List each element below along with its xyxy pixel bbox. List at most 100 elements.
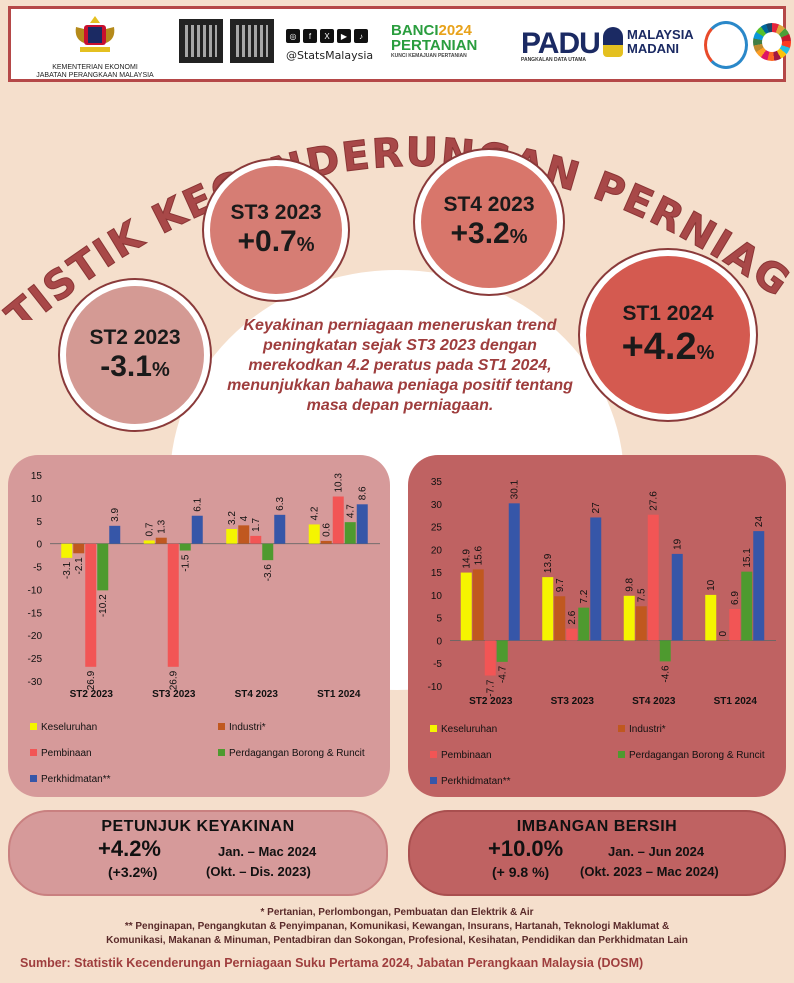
category-label: ST4 2023	[235, 689, 279, 700]
data-label: -3.1	[62, 561, 73, 579]
legend-swatch-perdagangan	[218, 749, 225, 756]
data-label: 4	[239, 515, 250, 521]
qr-code-icon	[230, 19, 274, 63]
bubble-value: +3.2%	[450, 217, 528, 250]
bar-pembinaan	[167, 543, 179, 667]
legend-swatch-perkhidmatan	[430, 777, 437, 784]
legend-swatch-perdagangan	[618, 751, 625, 758]
y-tick-label: 15	[31, 471, 43, 482]
bar-perkhidmatan	[508, 503, 520, 641]
y-tick-label: 10	[431, 591, 443, 602]
bubble-value: +4.2%	[621, 325, 715, 368]
y-tick-label: -10	[428, 682, 443, 693]
bar-perdagangan	[97, 543, 109, 591]
y-tick-label: 5	[436, 614, 442, 625]
bubble-value: -3.1%	[100, 350, 170, 383]
youtube-icon[interactable]: ▶	[337, 29, 351, 43]
data-label: 13.9	[543, 553, 554, 573]
bar-pembinaan	[332, 496, 344, 544]
bar-perdagangan	[741, 571, 753, 641]
summary-net-balance: IMBANGAN BERSIH +10.0% (+ 9.8 %) Jan. – …	[408, 810, 786, 896]
bubble-st3-2023: ST3 2023 +0.7%	[204, 160, 348, 300]
legend-label-pembinaan: Pembinaan	[441, 750, 492, 761]
tiktok-icon[interactable]: ♪	[354, 29, 368, 43]
y-tick-label: 0	[36, 540, 42, 551]
bar-keseluruhan	[308, 524, 320, 544]
data-label: 0.7	[145, 522, 156, 536]
confidence-index-chart: 15 10 5 0 -5 -10 -15 -20 -25 -30 -3.1 -2.1 26.9 -10.2…	[28, 471, 380, 785]
data-label: 27.6	[649, 491, 660, 511]
bar-perkhidmatan	[191, 515, 203, 544]
data-label: 1.7	[251, 518, 262, 532]
bar-pembinaan	[647, 514, 659, 641]
banci-year: 2024	[438, 22, 472, 39]
bar-perdagangan	[578, 607, 590, 641]
footnote-perkhidmatan-1: ** Penginapan, Pengangkutan & Penyimpana…	[124, 921, 670, 932]
y-tick-label: 0	[436, 636, 442, 647]
category-label: ST2 2023	[469, 696, 513, 707]
bar-keseluruhan	[143, 540, 155, 544]
data-label: 26.9	[169, 670, 180, 690]
legend-label-perkhidmatan: Perkhidmatan**	[41, 774, 111, 785]
category-label: ST1 2024	[317, 689, 361, 700]
data-label: 6.1	[193, 497, 204, 511]
social-handle: @StatsMalaysia	[286, 49, 374, 62]
madani-line1: MALAYSIA	[627, 27, 694, 42]
data-label: 4.7	[346, 504, 357, 518]
legend-swatch-industri	[218, 723, 225, 730]
legend-swatch-keseluruhan	[430, 725, 437, 732]
bubble-st2-2023: ST2 2023 -3.1%	[60, 280, 210, 430]
legend-label-perdagangan: Perdagangan Borong & Runcit	[629, 750, 765, 761]
bubble-quarter: ST4 2023	[443, 193, 535, 216]
dosm-logo: KEMENTERIAN EKONOMI JABATAN PERANGKAAN M…	[25, 13, 165, 80]
bar-industri	[320, 540, 332, 544]
padu-tagline: PANGKALAN DATA UTAMA	[521, 57, 586, 63]
x-icon[interactable]: X	[320, 29, 334, 43]
bar-industri	[73, 543, 85, 554]
y-tick-label: -25	[28, 654, 43, 665]
legend-label-perdagangan: Perdagangan Borong & Runcit	[229, 748, 365, 759]
bubble-value: +0.7%	[237, 225, 315, 258]
malaysia-madani-logo: MALAYSIA MADANI	[603, 27, 694, 57]
y-tick-label: -5	[433, 659, 442, 670]
data-label: -3.6	[263, 564, 274, 582]
bar-perdagangan	[262, 543, 274, 561]
bubble-st1-2024: ST1 2024 +4.2%	[580, 250, 756, 420]
y-tick-label: 30	[431, 500, 443, 511]
summary-confidence-index: PETUNJUK KEYAKINAN +4.2% (+3.2%) Jan. – …	[8, 810, 388, 896]
data-label: 1.3	[157, 519, 168, 533]
facebook-icon[interactable]: f	[303, 29, 317, 43]
data-label: 8.6	[358, 486, 369, 500]
banci-pertanian-logo: BANCI2024 PERTANIAN KUNCI KEMAJUAN PERTA…	[391, 23, 477, 60]
bar-pembinaan	[250, 535, 262, 544]
data-label: -4.6	[661, 665, 672, 683]
bar-keseluruhan	[460, 572, 472, 641]
legend-label-keseluruhan: Keseluruhan	[441, 724, 497, 735]
data-label: 4.2	[310, 506, 321, 520]
data-label: 30.1	[510, 479, 521, 499]
data-label: 19	[673, 538, 684, 550]
bubble-st4-2023: ST4 2023 +3.2%	[415, 150, 563, 294]
data-label: 6.3	[275, 496, 286, 510]
y-tick-label: -5	[33, 563, 42, 574]
summary-period: Jan. – Jun 2024	[608, 844, 705, 859]
bar-industri	[238, 525, 250, 544]
qr-code-icon	[179, 19, 223, 63]
madani-line2: MADANI	[627, 41, 679, 56]
banci-tagline: KUNCI KEMAJUAN PERTANIAN	[391, 53, 467, 59]
y-tick-label: -30	[28, 677, 43, 688]
category-label: ST4 2023	[632, 696, 676, 707]
footnote-industri: * Pertanian, Perlombongan, Pembuatan dan…	[260, 907, 534, 918]
data-label: -2.1	[74, 557, 85, 575]
legend-label-keseluruhan: Keseluruhan	[41, 722, 97, 733]
legend-label-perkhidmatan: Perkhidmatan**	[441, 776, 511, 787]
instagram-icon[interactable]: ◎	[286, 29, 300, 43]
bar-industri	[554, 596, 566, 641]
data-label: 27	[591, 502, 602, 514]
data-label: 15.1	[742, 548, 753, 568]
legend-swatch-keseluruhan	[30, 723, 37, 730]
banci-label: BANCI	[391, 22, 439, 39]
data-label: 3.9	[110, 507, 121, 521]
bubble-quarter: ST2 2023	[89, 326, 181, 349]
data-label: 26.9	[86, 670, 97, 690]
